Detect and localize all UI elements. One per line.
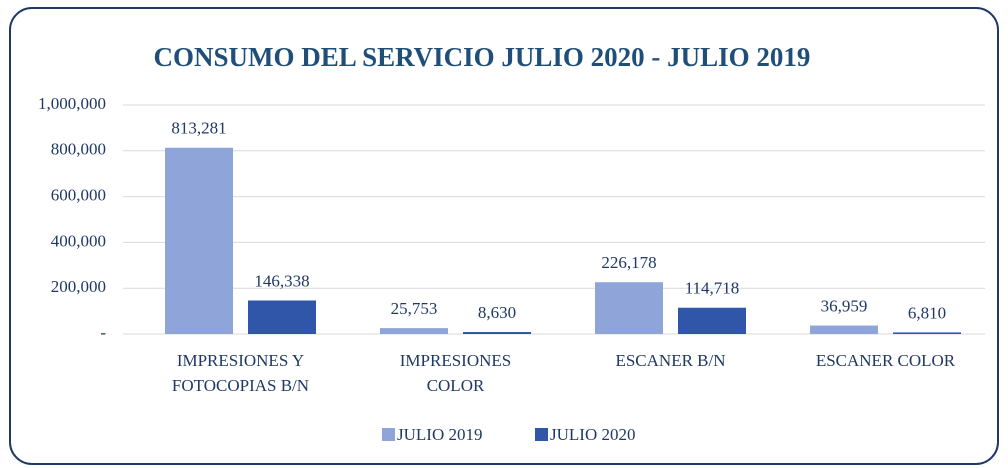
bar — [463, 332, 531, 334]
y-tick-label: 200,000 — [51, 277, 106, 296]
chart-title: CONSUMO DEL SERVICIO JULIO 2020 - JULIO … — [154, 42, 811, 72]
x-tick-label: ESCANER B/N — [615, 351, 726, 370]
bar — [595, 282, 663, 334]
y-tick-label: 600,000 — [51, 186, 106, 205]
legend-label: JULIO 2020 — [550, 425, 635, 444]
data-label: 6,810 — [908, 303, 946, 322]
x-tick-label: ESCANER COLOR — [815, 351, 956, 370]
data-label: 25,753 — [391, 299, 438, 318]
y-tick-label: 800,000 — [51, 140, 106, 159]
y-tick-label: 400,000 — [51, 231, 106, 250]
bar — [893, 332, 961, 334]
legend-swatch — [382, 428, 395, 441]
legend-swatch — [535, 428, 548, 441]
bar — [380, 328, 448, 334]
data-label: 146,338 — [254, 271, 309, 290]
bar — [165, 147, 233, 334]
bar — [248, 300, 316, 334]
y-tick-label: - — [100, 323, 106, 342]
data-label: 226,178 — [601, 253, 656, 272]
chart-frame — [9, 7, 999, 465]
data-label: 114,718 — [685, 279, 740, 298]
bar — [678, 307, 746, 334]
x-tick-label: IMPRESIONES Y FOTOCOPIAS B/N — [171, 351, 310, 395]
data-label: 813,281 — [171, 119, 226, 138]
y-tick-label: 1,000,000 — [38, 94, 106, 113]
data-label: 36,959 — [821, 296, 868, 315]
x-tick-label: IMPRESIONES COLOR — [399, 351, 512, 395]
legend-label: JULIO 2019 — [397, 425, 482, 444]
bar — [810, 325, 878, 334]
data-label: 8,630 — [478, 303, 516, 322]
